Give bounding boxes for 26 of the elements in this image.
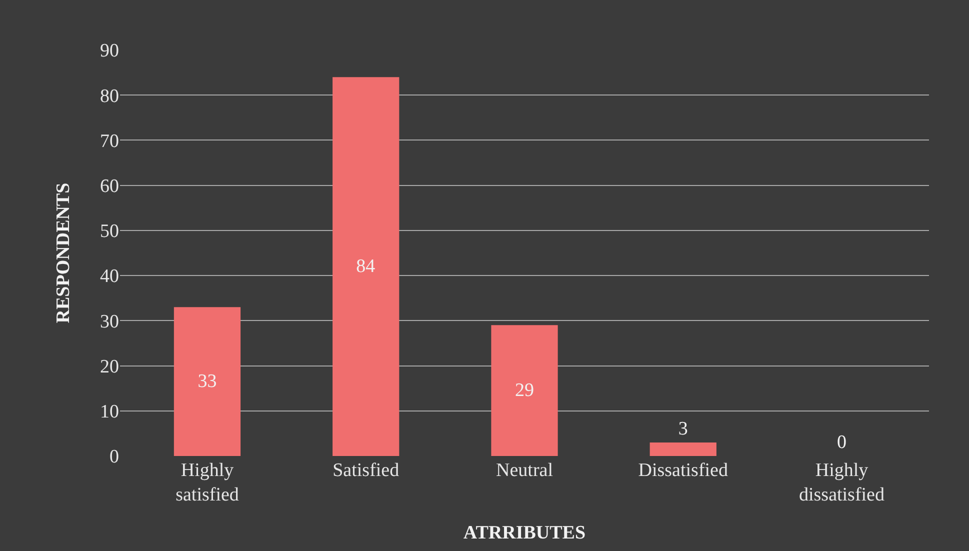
data-label: 33 — [198, 371, 217, 392]
bar — [332, 77, 400, 456]
y-tick-label: 30 — [100, 311, 119, 332]
y-tick-label: 40 — [100, 266, 119, 288]
data-label: 29 — [515, 380, 534, 402]
bar — [491, 325, 558, 456]
x-tick-label: Neutral — [496, 460, 553, 481]
x-axis-title: ATRRIBUTES — [463, 522, 586, 544]
y-tick-label: 20 — [100, 356, 119, 378]
data-label: 84 — [356, 256, 376, 278]
y-tick-label: 0 — [110, 446, 119, 468]
y-tick-label: 80 — [100, 86, 119, 107]
bar — [174, 307, 241, 456]
y-tick-label: 60 — [100, 176, 119, 197]
y-tick-label: 70 — [100, 130, 119, 152]
data-label: 0 — [837, 432, 847, 453]
data-label: 3 — [678, 418, 688, 440]
y-tick-label: 50 — [100, 221, 119, 242]
x-tick-label: Dissatisfied — [638, 460, 728, 481]
x-tick-label: Satisfied — [332, 460, 400, 481]
x-tick-label: Highly satisfied — [176, 460, 240, 506]
y-tick-label: 90 — [100, 40, 119, 62]
y-axis-title: RESPONDENTS — [52, 182, 74, 324]
bar — [650, 442, 716, 456]
x-tick-label: Highly dissatisfied — [799, 460, 885, 506]
y-tick-label: 10 — [100, 402, 119, 423]
